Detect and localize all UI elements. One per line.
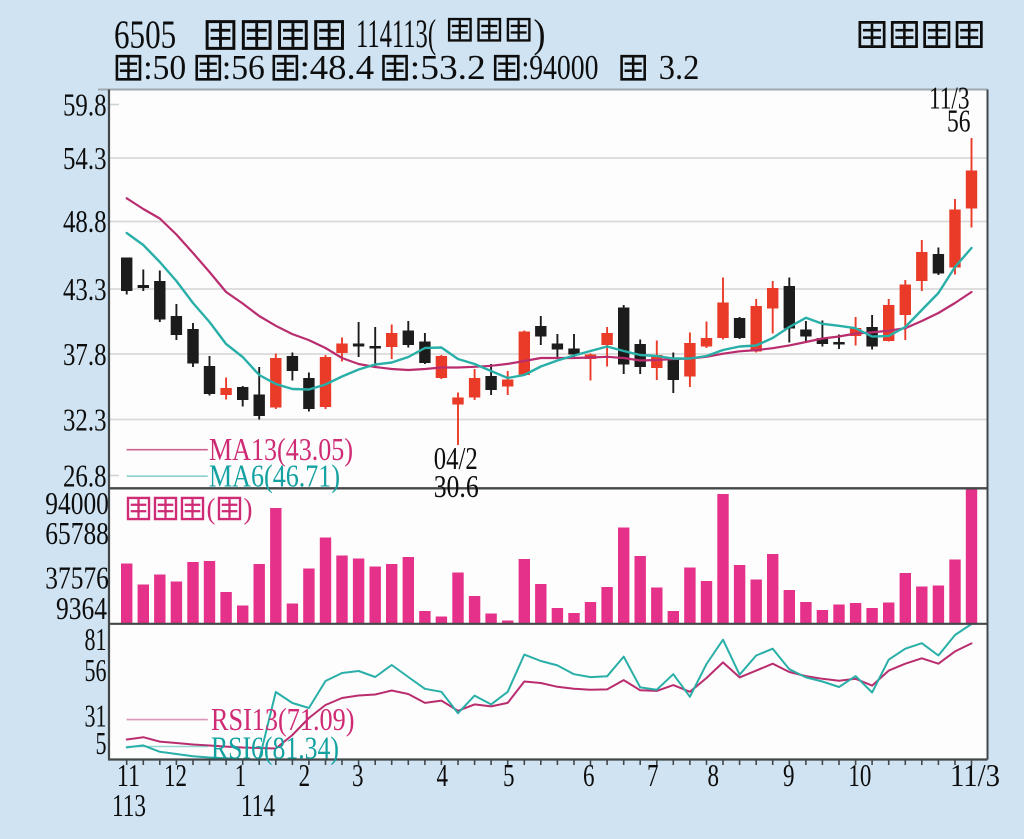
svg-text:9: 9 — [783, 757, 795, 793]
svg-text:56: 56 — [947, 103, 971, 139]
svg-text:11/3: 11/3 — [950, 757, 1000, 793]
svg-text:31: 31 — [85, 698, 107, 734]
svg-text:1: 1 — [235, 757, 247, 793]
svg-text:7: 7 — [647, 757, 659, 793]
svg-text:6: 6 — [583, 757, 595, 793]
svg-text:2: 2 — [299, 757, 311, 793]
svg-text::48.4: :48.4 — [300, 48, 375, 87]
svg-text:5: 5 — [503, 757, 515, 793]
svg-text::56: :56 — [222, 48, 265, 87]
svg-text:): ) — [534, 11, 546, 56]
svg-text:54.3: 54.3 — [63, 140, 107, 176]
svg-text:): ) — [244, 493, 253, 526]
svg-text:12: 12 — [164, 757, 187, 793]
svg-text:6505: 6505 — [114, 12, 176, 57]
svg-text::50: :50 — [143, 48, 186, 87]
svg-text:48.8: 48.8 — [63, 203, 107, 239]
svg-text:3.2: 3.2 — [659, 48, 700, 87]
svg-text:5: 5 — [96, 725, 107, 761]
svg-text:32.3: 32.3 — [63, 401, 107, 437]
svg-text::53.2: :53.2 — [410, 48, 486, 87]
svg-text:43.3: 43.3 — [63, 271, 107, 307]
svg-text:9364: 9364 — [56, 590, 107, 626]
svg-text:10: 10 — [848, 757, 871, 793]
svg-text:11: 11 — [117, 757, 140, 793]
svg-text:94000: 94000 — [45, 485, 109, 521]
svg-text:MA6(46.71): MA6(46.71) — [209, 458, 340, 494]
svg-text:113: 113 — [112, 787, 146, 823]
svg-text:(: ( — [207, 493, 216, 526]
svg-text:30.6: 30.6 — [434, 468, 479, 504]
svg-text:56: 56 — [85, 652, 107, 688]
svg-text:37.8: 37.8 — [63, 336, 107, 372]
svg-text:RSI13(71.09): RSI13(71.09) — [211, 701, 355, 737]
svg-text:59.8: 59.8 — [63, 86, 107, 122]
svg-text:3: 3 — [352, 757, 364, 793]
svg-text:65788: 65788 — [45, 515, 109, 551]
svg-text:4: 4 — [436, 757, 448, 793]
svg-text::94000: :94000 — [522, 48, 599, 87]
svg-text:37576: 37576 — [45, 560, 109, 596]
svg-text:MA13(43.05): MA13(43.05) — [209, 431, 353, 467]
svg-text:114: 114 — [241, 787, 275, 823]
svg-text:114113(: 114113( — [356, 11, 436, 56]
svg-text:RSI6(81.34): RSI6(81.34) — [211, 730, 339, 766]
svg-text:8: 8 — [707, 757, 719, 793]
svg-text:26.8: 26.8 — [63, 457, 107, 493]
svg-text:81: 81 — [85, 621, 107, 657]
svg-text:04/2: 04/2 — [434, 440, 478, 476]
svg-text:11/3: 11/3 — [929, 80, 970, 116]
